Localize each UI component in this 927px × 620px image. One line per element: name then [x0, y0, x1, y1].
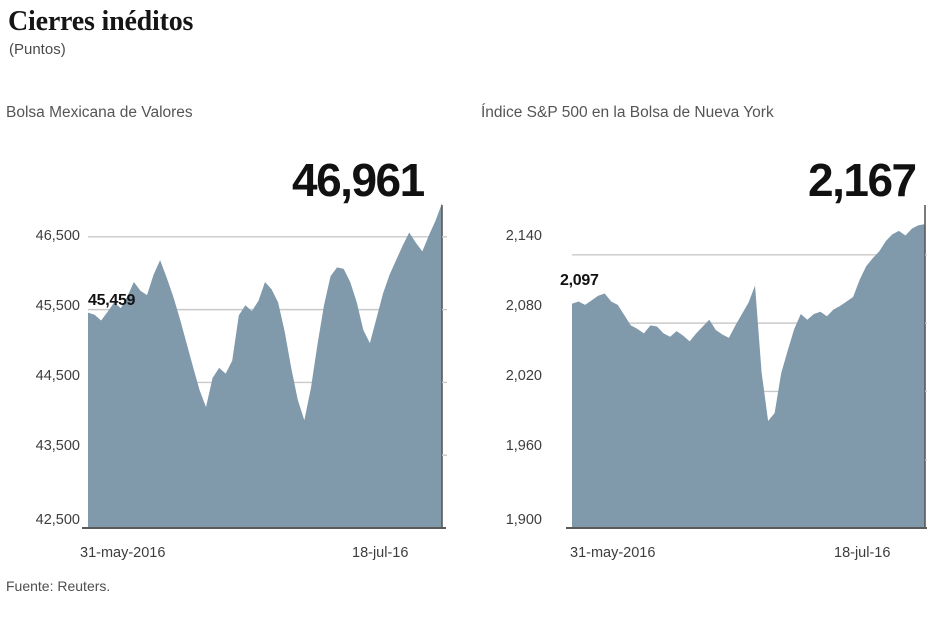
start-value-sp500: 2,097 [560, 272, 599, 289]
chart-area-bmv [82, 203, 447, 529]
chart-area-sp500 [566, 205, 927, 529]
ytick-sp500-3: 1,960 [505, 438, 542, 454]
chart-label-sp500: Índice S&P 500 en la Bolsa de Nueva York [481, 104, 774, 121]
header: Cierres inéditos (Puntos) [8, 6, 908, 59]
xtick-sp500-start: 31-may-2016 [570, 545, 656, 561]
ytick-sp500-4: 1,900 [505, 512, 542, 528]
ytick-sp500-2: 2,020 [505, 368, 542, 384]
page-title: Cierres inéditos [8, 6, 194, 37]
chart-panel-bmv: 46,500 45,500 44,500 43,500 42,500 45,45… [35, 203, 447, 561]
ytick-bmv-3: 43,500 [35, 438, 80, 454]
xtick-sp500-end: 18-jul-16 [834, 545, 891, 561]
big-value-sp500: 2,167 [808, 154, 917, 206]
ytick-sp500-0: 2,140 [505, 228, 542, 244]
ytick-sp500-1: 2,080 [505, 298, 542, 314]
big-value-bmv: 46,961 [292, 154, 425, 206]
start-value-bmv: 45,459 [88, 292, 136, 309]
page-subtitle: (Puntos) [9, 41, 66, 58]
chart-panel-sp500: 2,140 2,080 2,020 1,960 1,900 2,097 31-m… [470, 0, 927, 620]
ytick-bmv-1: 45,500 [35, 298, 80, 314]
xtick-bmv-end: 18-jul-16 [352, 545, 409, 561]
xtick-bmv-start: 31-may-2016 [80, 545, 166, 561]
ytick-bmv-0: 46,500 [35, 228, 80, 244]
source-note: Fuente: Reuters. [6, 578, 111, 594]
chart-label-bmv: Bolsa Mexicana de Valores [6, 104, 193, 121]
ytick-bmv-2: 44,500 [35, 368, 80, 384]
ytick-bmv-4: 42,500 [35, 512, 80, 528]
